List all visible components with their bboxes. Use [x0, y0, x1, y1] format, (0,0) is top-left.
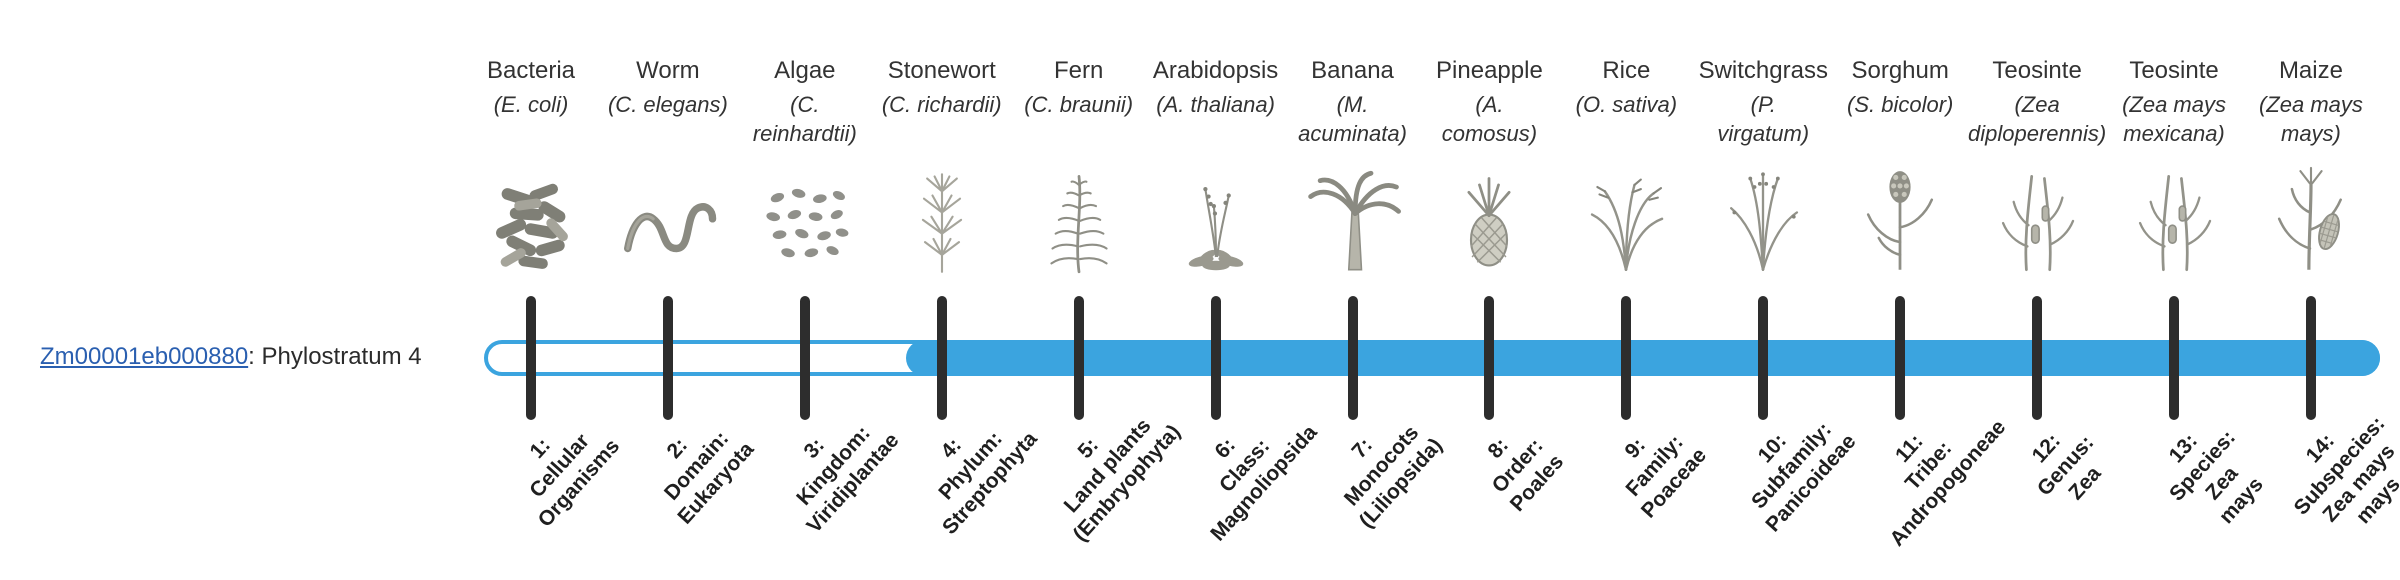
stratum-column: Teosinte (Zea diploperennis) [1962, 56, 2112, 284]
organism-common-name: Arabidopsis [1152, 57, 1279, 84]
organism-common-name: Bacteria [486, 57, 576, 84]
teosinte-icon [2099, 150, 2249, 284]
arabidopsis-icon [1141, 150, 1291, 284]
organism-scientific-name: (Zea diploperennis) [1968, 92, 2107, 146]
stratum-column: Bacteria (E. coli) [456, 56, 606, 284]
bacteria-icon [456, 150, 606, 284]
stratum-column: Banana (M. acuminata) [1278, 56, 1428, 284]
switchgrass-icon [1688, 150, 1838, 284]
timeline-tick-14 [2305, 296, 2316, 420]
timeline-tick-4 [936, 296, 947, 420]
timeline-tick-2 [662, 296, 673, 420]
stratum-column: Rice (O. sativa) [1551, 56, 1701, 284]
stratum-column: Teosinte (Zea mays mexicana) [2099, 56, 2249, 284]
timeline-tick-9 [1621, 296, 1632, 420]
fern-icon [1004, 150, 1154, 284]
rice-icon [1551, 150, 1701, 284]
organism-common-name: Switchgrass [1698, 57, 1828, 84]
organism-scientific-name: (A. thaliana) [1156, 92, 1275, 117]
teosinte-icon [1962, 150, 2112, 284]
banana-palm-icon [1278, 150, 1428, 284]
timeline-tick-1 [526, 296, 536, 420]
stratum-label-4: 4: Phylum: Streptophyta [934, 427, 1042, 539]
stratum-column: Fern (C. braunii) [1004, 56, 1154, 284]
maize-icon [2236, 150, 2386, 284]
worm-icon [593, 150, 743, 284]
organism-scientific-name: (M. acuminata) [1298, 92, 1407, 146]
stratum-column: Pineapple (A. comosus) [1414, 56, 1564, 284]
organism-scientific-name: (C. richardii) [881, 92, 1002, 117]
timeline-tick-10 [1758, 296, 1769, 420]
stratum-label-3: 3: Kingdom: Viridiplantae [792, 421, 904, 538]
stratum-column: Stonewort (C. richardii) [867, 56, 1017, 284]
organism-scientific-name: (S. bicolor) [1847, 92, 1954, 117]
organism-common-name: Fern [1053, 57, 1104, 84]
timeline-tick-11 [1895, 296, 1906, 420]
stratum-column: Sorghum (S. bicolor) [1825, 56, 1975, 284]
organism-scientific-name: (Zea mays mexicana) [2122, 92, 2226, 146]
stratum-label-7: 7: Monocots (Liliopsida) [1339, 421, 1447, 533]
stratum-label-5: 5: Land plants (Embryophyta) [1059, 414, 1185, 546]
organism-scientific-name: (Zea mays mays) [2258, 92, 2363, 146]
gene-link[interactable]: Zm00001eb000880 [40, 343, 249, 370]
stratum-label-8: 8: Order: Poales [1483, 433, 1569, 517]
sorghum-icon [1825, 150, 1975, 284]
organism-scientific-name: (C. reinhardtii) [752, 92, 857, 146]
stratum-column: Switchgrass (P. virgatum) [1688, 56, 1838, 284]
stratum-column: Maize (Zea mays mays) [2236, 56, 2386, 284]
timeline-tick-5 [1073, 296, 1084, 420]
stratum-column: Arabidopsis (A. thaliana) [1141, 56, 1291, 284]
organism-common-name: Teosinte [2129, 57, 2219, 84]
stratum-label-14: 14: Subspecies: Zea mays mays [2289, 412, 2400, 529]
pineapple-icon [1414, 150, 1564, 284]
stratum-label-6: 6: Class: Magnoliopsida [1205, 420, 1322, 546]
organism-scientific-name: (C. elegans) [607, 92, 728, 117]
timeline-tick-3 [799, 296, 810, 420]
stratum-column: Algae (C. reinhardtii) [730, 56, 880, 284]
organism-common-name: Algae [774, 57, 836, 84]
organism-scientific-name: (O. sativa) [1575, 92, 1678, 117]
organism-common-name: Sorghum [1851, 57, 1949, 84]
organism-common-name: Stonewort [887, 57, 996, 84]
stratum-column: Worm (C. elegans) [593, 56, 743, 284]
algae-icon [730, 150, 880, 284]
stonewort-icon [867, 150, 1017, 284]
organism-common-name: Maize [2278, 57, 2343, 84]
stratum-label-9: 9: Family: Poaceae [1620, 430, 1712, 523]
stratum-label-13: 13: Species: Zea mays [2164, 425, 2268, 529]
stratum-label-12: 12: Genus: Zea [2027, 429, 2106, 505]
organism-scientific-name: (P. virgatum) [1717, 92, 1810, 146]
timeline-tick-12 [2032, 296, 2043, 420]
stratum-label-10: 10: Subfamily: Panicoideae [1747, 418, 1861, 537]
timeline-fill [905, 340, 2380, 376]
timeline-tick-8 [1484, 296, 1495, 420]
organism-scientific-name: (E. coli) [493, 92, 569, 117]
gene-label: Zm00001eb000880: Phylostratum 4 [40, 342, 422, 372]
organism-scientific-name: (A. comosus) [1441, 92, 1538, 146]
timeline-tick-7 [1347, 296, 1358, 420]
organism-common-name: Teosinte [1992, 57, 2082, 84]
organism-common-name: Banana [1311, 57, 1394, 84]
stratum-label-1: 1: Cellular Organisms [525, 429, 625, 532]
stratum-label-11: 11: Tribe: Andropogoneae [1885, 415, 2011, 551]
organism-scientific-name: (C. braunii) [1024, 92, 1134, 117]
timeline-tick-6 [1210, 296, 1221, 420]
timeline-tick-13 [2169, 296, 2180, 420]
organism-common-name: Pineapple [1436, 57, 1543, 84]
stratum-label-2: 2: Domain: Eukaryota [659, 426, 759, 529]
organism-common-name: Rice [1602, 57, 1651, 84]
organism-common-name: Worm [636, 57, 700, 84]
gene-stratum-text: : Phylostratum 4 [248, 343, 422, 370]
